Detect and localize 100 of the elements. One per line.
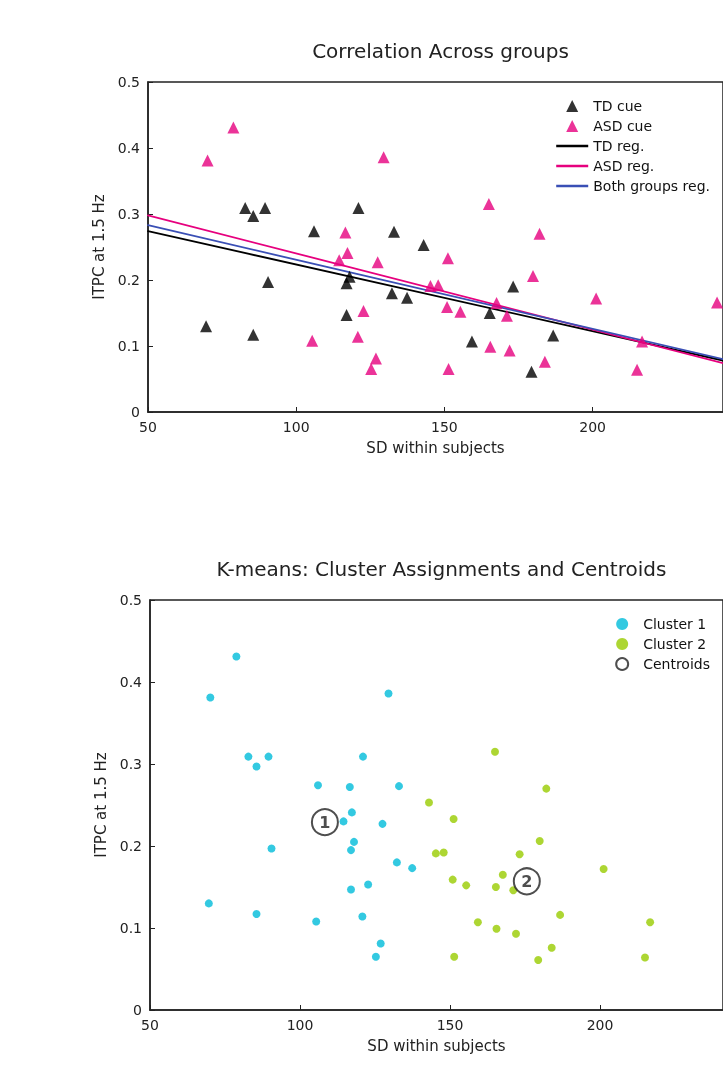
point — [385, 287, 398, 300]
point — [462, 881, 471, 890]
y-tick-label: 0.1 — [119, 920, 142, 936]
point — [547, 943, 556, 952]
point — [376, 939, 385, 948]
point — [252, 910, 261, 919]
point — [358, 912, 367, 921]
point — [312, 917, 321, 926]
point — [646, 918, 655, 927]
point — [371, 256, 384, 269]
point — [484, 340, 497, 353]
y-tick-label: 0.3 — [119, 756, 142, 772]
point — [377, 151, 390, 164]
point — [454, 305, 467, 318]
point — [408, 864, 417, 873]
point — [395, 782, 403, 791]
y-tick-label: 0.5 — [119, 592, 142, 608]
point — [262, 275, 275, 288]
point — [347, 885, 355, 894]
point — [200, 320, 213, 333]
point — [491, 747, 499, 756]
point — [267, 844, 276, 853]
point — [542, 784, 551, 793]
point — [347, 808, 356, 817]
y-axis-title: ITPC at 1.5 Hz — [91, 752, 110, 858]
y-axis-title: ITPC at 1.5 Hz — [89, 194, 108, 300]
point — [439, 848, 448, 857]
annotation: 2 — [521, 871, 533, 891]
point — [491, 883, 500, 891]
point — [449, 814, 458, 823]
x-axis-title: SD within subjects — [367, 1036, 506, 1055]
legend-label: Cluster 1 — [643, 616, 707, 632]
y-tick-label: 0.5 — [117, 74, 140, 90]
x-tick-label: 150 — [431, 419, 458, 435]
point — [314, 781, 322, 790]
point — [535, 837, 544, 846]
point — [339, 817, 348, 826]
point — [547, 329, 560, 342]
point — [507, 280, 520, 293]
point — [465, 335, 478, 348]
point — [417, 239, 430, 252]
y-tick-label: 0.3 — [117, 206, 140, 222]
x-tick-label: 100 — [286, 1017, 314, 1033]
point — [357, 305, 370, 318]
point — [448, 875, 457, 884]
x-tick-label: 200 — [579, 419, 606, 435]
point — [339, 226, 352, 239]
point — [343, 270, 356, 283]
point — [538, 355, 551, 368]
y-tick-label: 0.2 — [119, 838, 142, 854]
point — [204, 899, 213, 908]
point — [441, 252, 454, 265]
point — [252, 762, 261, 771]
point — [378, 819, 387, 828]
x-axis-title: SD within subjects — [366, 438, 505, 457]
legend-label: ASD cue — [593, 118, 653, 134]
y-tick-label: 0.2 — [117, 272, 140, 288]
legend-label: TD cue — [592, 98, 643, 114]
point — [306, 334, 319, 347]
x-tick-label: 50 — [139, 419, 157, 435]
point — [206, 693, 215, 702]
point — [533, 227, 546, 240]
point — [473, 918, 482, 927]
point — [515, 850, 524, 859]
legend-label: Cluster 2 — [643, 636, 707, 652]
legend-label: Centroids — [643, 656, 711, 672]
point — [347, 846, 355, 855]
point — [369, 352, 382, 365]
point — [432, 279, 445, 292]
y-tick-label: 0.1 — [117, 338, 140, 354]
y-tick-label: 0.4 — [119, 674, 143, 690]
point — [259, 202, 272, 215]
point — [590, 292, 603, 305]
point — [556, 910, 565, 919]
point — [525, 365, 538, 378]
point — [450, 952, 459, 961]
legend-label: TD reg. — [592, 138, 645, 154]
point — [512, 929, 520, 938]
point — [364, 880, 373, 889]
annotation: 1 — [319, 812, 331, 832]
point — [527, 270, 540, 283]
point — [534, 955, 543, 964]
point — [498, 870, 507, 879]
point — [351, 330, 364, 343]
point — [401, 291, 414, 304]
point — [482, 198, 495, 211]
point — [490, 297, 503, 310]
point — [247, 209, 260, 222]
point — [352, 202, 365, 215]
point — [232, 652, 241, 661]
point — [247, 328, 260, 341]
point — [239, 202, 252, 215]
point — [599, 864, 608, 873]
point — [227, 121, 240, 134]
point — [264, 752, 273, 761]
legend-label: ASD reg. — [593, 158, 655, 174]
point — [201, 154, 214, 167]
point — [333, 254, 346, 267]
x-tick-label: 200 — [586, 1017, 614, 1033]
y-tick-label: 0 — [133, 1002, 142, 1018]
